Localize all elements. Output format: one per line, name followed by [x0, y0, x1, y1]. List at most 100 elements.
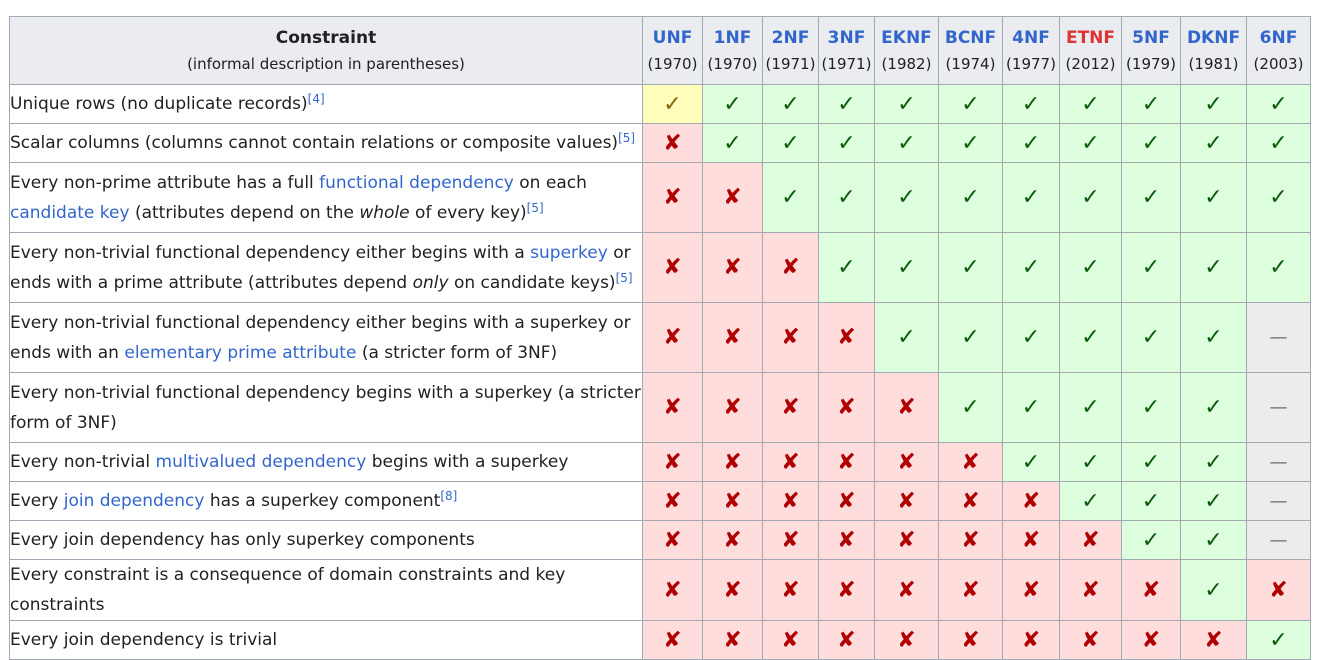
constraint-text: on each — [513, 172, 587, 193]
reference-link[interactable]: [8] — [440, 489, 458, 503]
cross-mark-icon: ✘ — [818, 559, 875, 621]
cross-mark-icon: ✘ — [818, 620, 875, 660]
normal-form-link[interactable]: 5NF — [1132, 27, 1170, 48]
check-mark-icon: ✓ — [818, 123, 875, 163]
check-mark-icon: ✓ — [1002, 372, 1060, 443]
check-mark-icon: ✓ — [1002, 302, 1060, 373]
cross-mark-icon: ✘ — [874, 520, 939, 560]
constraint-text: (a stricter form of 3NF) — [356, 342, 558, 363]
normal-form-link[interactable]: UNF — [652, 27, 693, 48]
header-unf: UNF (1970) — [642, 16, 703, 85]
check-mark-icon: ✓ — [1121, 232, 1181, 303]
constraint-text: Every non-trivial functional dependency … — [10, 242, 531, 263]
not-applicable-dash: — — [1246, 302, 1311, 373]
header-2nf: 2NF (1971) — [762, 16, 819, 85]
cross-mark-icon: ✘ — [1002, 520, 1060, 560]
cross-mark-icon: ✘ — [642, 232, 703, 303]
normal-form-link[interactable]: EKNF — [881, 27, 932, 48]
constraint-cell: Every non-trivial functional dependency … — [9, 232, 643, 303]
cross-mark-icon: ✘ — [762, 520, 819, 560]
constraint-cell: Every join dependency has only superkey … — [9, 520, 643, 560]
cross-mark-icon: ✘ — [702, 620, 763, 660]
check-mark-icon: ✓ — [1121, 372, 1181, 443]
cross-mark-icon: ✘ — [818, 372, 875, 443]
table-row: Every join dependency has only superkey … — [9, 520, 1311, 560]
normal-form-link[interactable]: 3NF — [827, 27, 866, 48]
cross-mark-icon: ✘ — [1246, 559, 1311, 621]
cross-mark-icon: ✘ — [702, 481, 763, 521]
check-mark-icon: ✓ — [1121, 302, 1181, 373]
wiki-link[interactable]: multivalued dependency — [155, 452, 367, 472]
cross-mark-icon: ✘ — [1059, 520, 1122, 560]
check-mark-icon: ✓ — [1180, 232, 1247, 303]
constraint-text: Every non-trivial — [10, 452, 156, 472]
check-mark-icon: ✓ — [762, 123, 819, 163]
wiki-link[interactable]: join dependency — [63, 491, 205, 511]
not-applicable-dash: — — [1246, 520, 1311, 560]
cross-mark-icon: ✘ — [702, 302, 763, 373]
emphasis-text: whole — [359, 202, 410, 223]
check-mark-icon: ✓ — [1002, 84, 1060, 124]
cross-mark-icon: ✘ — [642, 520, 703, 560]
cross-mark-icon: ✘ — [874, 559, 939, 621]
normal-form-link[interactable]: 2NF — [771, 27, 810, 48]
normal-form-link[interactable]: 6NF — [1259, 27, 1298, 48]
normal-form-link[interactable]: DKNF — [1186, 27, 1241, 48]
check-mark-icon: ✓ — [1246, 84, 1311, 124]
cross-mark-icon: ✘ — [762, 620, 819, 660]
check-mark-icon: ✓ — [1246, 620, 1311, 660]
check-mark-icon: ✓ — [702, 84, 763, 124]
constraint-cell: Every non-trivial multivalued dependency… — [9, 442, 643, 482]
check-mark-icon: ✓ — [874, 302, 939, 373]
constraint-subtitle: (informal description in parentheses) — [187, 54, 465, 73]
normal-form-link[interactable]: 4NF — [1012, 27, 1050, 48]
reference-link[interactable]: [5] — [526, 200, 544, 215]
check-mark-icon: ✓ — [938, 372, 1003, 443]
reference-link[interactable]: [4] — [307, 92, 325, 106]
partial-check-icon: ✓ — [642, 84, 703, 124]
normal-form-link[interactable]: ETNF — [1065, 27, 1116, 48]
check-mark-icon: ✓ — [818, 84, 875, 124]
constraint-text: Every join dependency is trivial — [10, 630, 278, 650]
cross-mark-icon: ✘ — [818, 520, 875, 560]
check-mark-icon: ✓ — [818, 232, 875, 303]
wiki-link[interactable]: elementary prime attribute — [124, 342, 357, 363]
reference-link[interactable]: [5] — [618, 131, 636, 145]
table-row: Every join dependency has a superkey com… — [9, 481, 1311, 521]
check-mark-icon: ✓ — [1180, 559, 1247, 621]
cross-mark-icon: ✘ — [1059, 559, 1122, 621]
normal-form-link[interactable]: 1NF — [713, 27, 752, 48]
cross-mark-icon: ✘ — [762, 442, 819, 482]
cross-mark-icon: ✘ — [874, 372, 939, 443]
constraint-cell: Unique rows (no duplicate records)[4] — [9, 84, 643, 124]
wiki-link[interactable]: candidate key — [10, 202, 130, 223]
cross-mark-icon: ✘ — [938, 481, 1003, 521]
normal-form-link[interactable]: BCNF — [944, 27, 997, 48]
constraint-text: or ends with a prime attribute (attribut… — [10, 242, 631, 293]
check-mark-icon: ✓ — [874, 232, 939, 303]
wiki-link[interactable]: superkey — [530, 242, 608, 263]
check-mark-icon: ✓ — [818, 162, 875, 233]
cross-mark-icon: ✘ — [1180, 620, 1247, 660]
constraint-text: of every key) — [409, 202, 527, 223]
wiki-link[interactable]: functional dependency — [319, 172, 514, 193]
constraint-text: Every non-trivial functional dependency … — [10, 382, 641, 433]
header-4nf: 4NF (1977) — [1002, 16, 1060, 85]
cross-mark-icon: ✘ — [762, 481, 819, 521]
cross-mark-icon: ✘ — [1059, 620, 1122, 660]
reference-link[interactable]: [5] — [615, 270, 633, 285]
cross-mark-icon: ✘ — [818, 302, 875, 373]
cross-mark-icon: ✘ — [702, 559, 763, 621]
check-mark-icon: ✓ — [1059, 442, 1122, 482]
table-row: Every non-prime attribute has a full fun… — [9, 162, 1311, 233]
cross-mark-icon: ✘ — [1121, 620, 1181, 660]
constraint-text: Unique rows (no duplicate records) — [10, 94, 308, 114]
cross-mark-icon: ✘ — [874, 481, 939, 521]
check-mark-icon: ✓ — [938, 162, 1003, 233]
check-mark-icon: ✓ — [702, 123, 763, 163]
cross-mark-icon: ✘ — [642, 372, 703, 443]
cross-mark-icon: ✘ — [702, 372, 763, 443]
cross-mark-icon: ✘ — [702, 162, 763, 233]
not-applicable-dash: — — [1246, 481, 1311, 521]
check-mark-icon: ✓ — [874, 84, 939, 124]
